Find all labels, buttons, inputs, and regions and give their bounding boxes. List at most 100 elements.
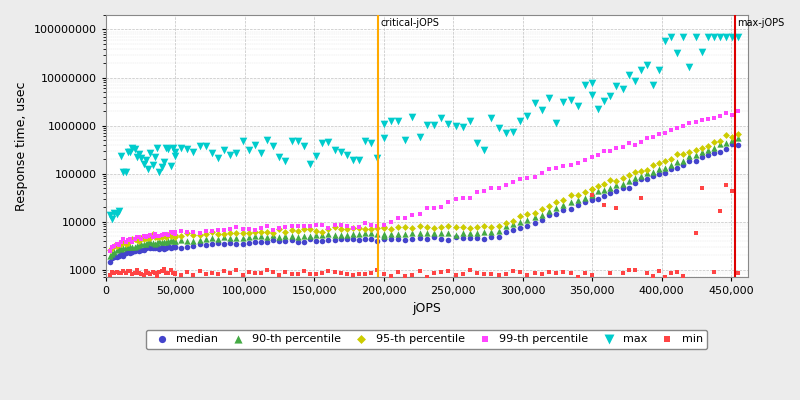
median — [267, 237, 280, 243]
99-th percentile — [249, 227, 262, 233]
99-th percentile — [671, 125, 684, 132]
99-th percentile — [542, 166, 555, 172]
99-th percentile — [578, 157, 591, 163]
max — [119, 169, 132, 175]
min — [413, 268, 426, 274]
median — [353, 237, 366, 244]
min — [506, 268, 519, 274]
min — [218, 268, 230, 274]
max — [304, 161, 317, 168]
min — [230, 266, 243, 273]
99-th percentile — [442, 199, 454, 205]
95-th percentile — [230, 230, 243, 237]
99-th percentile — [142, 232, 154, 239]
max — [449, 122, 462, 129]
95-th percentile — [456, 224, 469, 230]
95-th percentile — [557, 197, 570, 203]
95-th percentile — [499, 220, 512, 226]
median — [142, 244, 154, 250]
90-th percentile — [334, 232, 347, 238]
90-th percentile — [391, 231, 404, 238]
99-th percentile — [689, 119, 702, 125]
median — [334, 236, 347, 242]
99-th percentile — [463, 195, 476, 202]
min — [310, 270, 322, 277]
min — [212, 270, 225, 277]
95-th percentile — [719, 132, 732, 138]
max — [298, 143, 310, 150]
99-th percentile — [286, 222, 298, 229]
99-th percentile — [485, 185, 498, 191]
90-th percentile — [316, 232, 329, 238]
max — [106, 216, 118, 222]
median — [346, 236, 359, 242]
median — [564, 206, 577, 212]
95-th percentile — [160, 233, 173, 240]
max — [470, 140, 483, 146]
95-th percentile — [286, 227, 298, 233]
max — [413, 134, 426, 140]
90-th percentile — [634, 173, 647, 179]
max — [371, 155, 384, 162]
90-th percentile — [456, 230, 469, 236]
90-th percentile — [695, 149, 708, 156]
90-th percentile — [542, 208, 555, 214]
90-th percentile — [365, 230, 378, 236]
95-th percentile — [641, 166, 654, 173]
95-th percentile — [328, 224, 341, 230]
99-th percentile — [106, 244, 118, 250]
max — [707, 34, 720, 40]
max — [114, 152, 127, 159]
min — [236, 272, 249, 278]
95-th percentile — [162, 232, 174, 238]
90-th percentile — [371, 231, 384, 238]
median — [378, 236, 390, 242]
90-th percentile — [707, 145, 720, 151]
min — [341, 270, 354, 277]
min — [658, 274, 671, 280]
min — [169, 270, 182, 276]
95-th percentile — [146, 231, 159, 238]
median — [542, 212, 555, 218]
min — [391, 269, 404, 275]
90-th percentile — [420, 230, 433, 236]
90-th percentile — [485, 228, 498, 235]
min — [610, 205, 623, 211]
95-th percentile — [492, 223, 505, 230]
median — [406, 236, 418, 242]
median — [714, 149, 726, 155]
90-th percentile — [146, 240, 159, 247]
median — [119, 250, 132, 257]
max — [162, 146, 174, 152]
min — [456, 271, 469, 277]
min — [714, 208, 726, 214]
max — [427, 122, 440, 129]
99-th percentile — [683, 120, 696, 126]
95-th percentile — [622, 172, 635, 178]
median — [304, 236, 317, 243]
median — [291, 239, 304, 246]
median — [384, 236, 397, 242]
median — [398, 237, 411, 243]
90-th percentile — [702, 146, 714, 153]
max — [528, 100, 541, 107]
95-th percentile — [279, 229, 292, 235]
min — [242, 269, 255, 276]
max — [550, 120, 562, 126]
max — [150, 145, 163, 151]
median — [463, 235, 476, 241]
99-th percentile — [160, 230, 173, 237]
99-th percentile — [592, 151, 605, 158]
99-th percentile — [117, 236, 130, 242]
max — [610, 83, 623, 89]
max — [646, 82, 659, 89]
90-th percentile — [153, 238, 166, 244]
99-th percentile — [124, 236, 137, 242]
95-th percentile — [117, 239, 130, 245]
min — [316, 270, 329, 276]
99-th percentile — [341, 223, 354, 229]
max — [653, 67, 666, 73]
95-th percentile — [628, 168, 641, 175]
90-th percentile — [726, 137, 738, 143]
min — [291, 271, 304, 277]
